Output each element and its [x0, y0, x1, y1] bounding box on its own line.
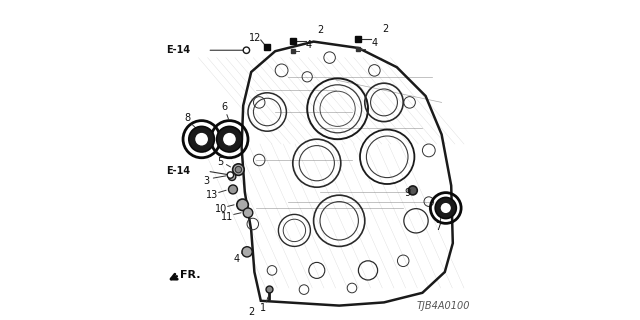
Text: 2: 2 — [317, 25, 323, 36]
Text: 7: 7 — [435, 221, 442, 232]
Text: 13: 13 — [206, 190, 218, 200]
Circle shape — [243, 47, 250, 53]
Text: 1: 1 — [260, 303, 266, 313]
Circle shape — [195, 132, 209, 146]
Circle shape — [228, 173, 236, 180]
Circle shape — [233, 164, 244, 175]
Text: 2: 2 — [248, 307, 254, 317]
Circle shape — [243, 208, 253, 218]
Text: TJB4A0100: TJB4A0100 — [417, 301, 470, 311]
Circle shape — [408, 186, 417, 195]
Circle shape — [228, 185, 237, 194]
Text: 12: 12 — [249, 33, 262, 44]
Text: 11: 11 — [221, 212, 234, 222]
Circle shape — [216, 126, 243, 152]
Text: FR.: FR. — [180, 270, 201, 280]
Circle shape — [242, 247, 252, 257]
Circle shape — [237, 199, 248, 211]
Circle shape — [236, 166, 242, 173]
Text: E-14: E-14 — [166, 166, 191, 176]
Text: 4: 4 — [306, 40, 312, 50]
Text: 4: 4 — [234, 253, 240, 264]
Circle shape — [189, 126, 214, 152]
Text: 4: 4 — [371, 38, 378, 48]
Text: E-14: E-14 — [166, 45, 191, 55]
Circle shape — [227, 172, 234, 178]
Text: 2: 2 — [383, 24, 388, 35]
Text: 10: 10 — [214, 204, 227, 214]
Circle shape — [440, 202, 452, 214]
Text: 3: 3 — [204, 176, 209, 186]
Text: 6: 6 — [221, 102, 227, 112]
Text: 8: 8 — [185, 113, 191, 124]
Circle shape — [223, 132, 237, 146]
Text: 5: 5 — [218, 156, 224, 167]
Text: 9: 9 — [404, 188, 410, 198]
Circle shape — [435, 197, 456, 219]
